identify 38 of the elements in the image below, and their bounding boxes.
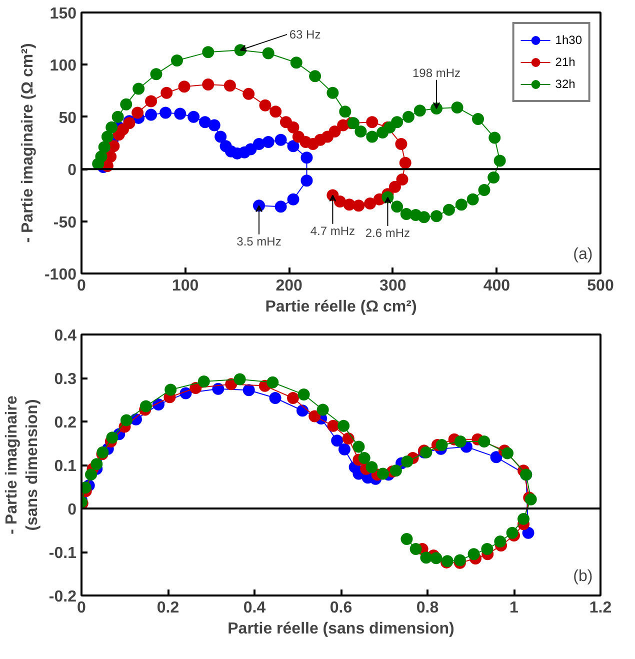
legend-label: 21h	[555, 55, 576, 69]
y-tick-label: 0	[68, 502, 77, 518]
x-tick-label: 1.2	[589, 600, 612, 616]
x-tick-label: 200	[276, 278, 303, 294]
x-tick-label: 400	[483, 278, 510, 294]
annotation: 4.7 mHz	[310, 224, 356, 238]
annotation: (b)	[573, 568, 593, 586]
y-tick-label: 50	[58, 110, 77, 127]
x-tick-label: 0.4	[243, 600, 266, 616]
y-tick-label: -0.2	[48, 588, 77, 606]
y-tick-label: -50	[53, 214, 77, 232]
y-tick-label: 0.2	[54, 414, 77, 432]
y-tick-label: 0.4	[54, 328, 77, 344]
y-axis-title: - Partie imaginaire (sans dimension)	[4, 396, 41, 534]
y-tick-label: 150	[50, 6, 77, 22]
annotation: (a)	[573, 246, 593, 264]
x-axis-title: Partie réelle (Ω cm²)	[265, 298, 417, 316]
x-tick-label: 0.8	[416, 600, 439, 616]
y-axis-title: - Partie imaginaire (Ω cm²)	[19, 43, 36, 243]
y-tick-label: 0.1	[54, 458, 77, 475]
x-tick-label: 0.6	[330, 600, 352, 616]
annotation: 63 Hz	[289, 27, 321, 42]
legend-label: 1h30	[555, 33, 582, 47]
y-tick-label: 0.3	[54, 371, 77, 388]
y-tick-label: 0	[68, 162, 77, 180]
annotation: 3.5 mHz	[236, 234, 282, 248]
x-axis-title: Partie réelle (sans dimension)	[228, 620, 454, 638]
y-tick-label: -100	[44, 266, 77, 284]
x-tick-label: 0.2	[156, 600, 180, 616]
x-tick-label: 100	[172, 278, 199, 294]
legend-label: 32h	[555, 77, 576, 91]
y-tick-label: 100	[50, 58, 77, 75]
y-tick-label: -0.1	[48, 545, 77, 562]
annotation: 2.6 mHz	[365, 226, 410, 240]
x-tick-label: 300	[380, 278, 406, 294]
x-tick-label: 1	[510, 600, 519, 616]
x-tick-label: 500	[587, 278, 614, 294]
annotation: 198 mHz	[412, 66, 461, 80]
